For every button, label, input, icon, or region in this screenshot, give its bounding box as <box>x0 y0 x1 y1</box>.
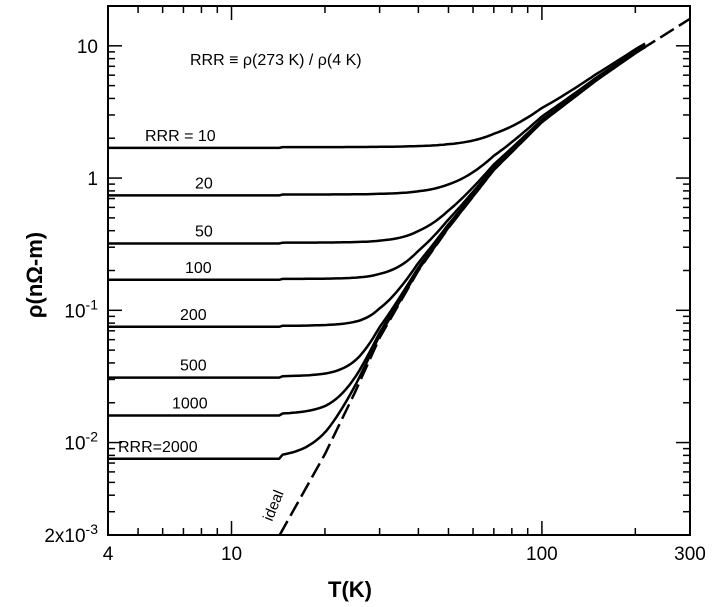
series-curve <box>108 45 646 329</box>
y-tick-label: 1 <box>87 169 98 190</box>
series-label: 1000 <box>172 396 208 413</box>
series-label: 20 <box>195 175 213 192</box>
series-curve <box>108 42 646 150</box>
y-tick-label: 10-1 <box>64 296 98 322</box>
y-axis-title: ρ(nΩ-m) <box>22 232 47 318</box>
series-curve <box>108 45 646 282</box>
series-label: RRR = 10 <box>145 128 216 145</box>
y-tick-label: 10 <box>77 37 98 58</box>
y-tick-label: 10-2 <box>64 429 98 455</box>
x-tick-label: 10 <box>221 544 242 565</box>
minor-ticks <box>107 5 691 536</box>
y-tick-label: 2x10-3 <box>44 521 98 547</box>
plot-area <box>107 5 691 536</box>
x-tick-label: 300 <box>674 544 706 565</box>
x-axis-title: T(K) <box>328 577 372 602</box>
x-tick-labels: 4 10 100 300 <box>103 544 706 565</box>
series-curve <box>108 45 646 245</box>
ideal-label: ideal <box>260 488 288 524</box>
series-curve <box>108 44 646 197</box>
x-tick-label: 4 <box>103 544 114 565</box>
ideal-line <box>278 17 691 536</box>
x-tick-label: 100 <box>526 544 558 565</box>
series-labels: RRR = 10 20 50 100 200 500 1000 RRR=2000 <box>118 128 216 456</box>
rrr-definition-note: RRR ≡ ρ(273 K) / ρ(4 K) <box>190 52 362 69</box>
series-label: 50 <box>195 224 213 241</box>
series-label: 500 <box>180 358 207 375</box>
series-label: RRR=2000 <box>118 439 198 456</box>
series-label: 100 <box>185 260 212 277</box>
series-label: 200 <box>180 307 207 324</box>
y-tick-labels: 2x10-3 10-2 10-1 1 10 <box>44 37 98 547</box>
